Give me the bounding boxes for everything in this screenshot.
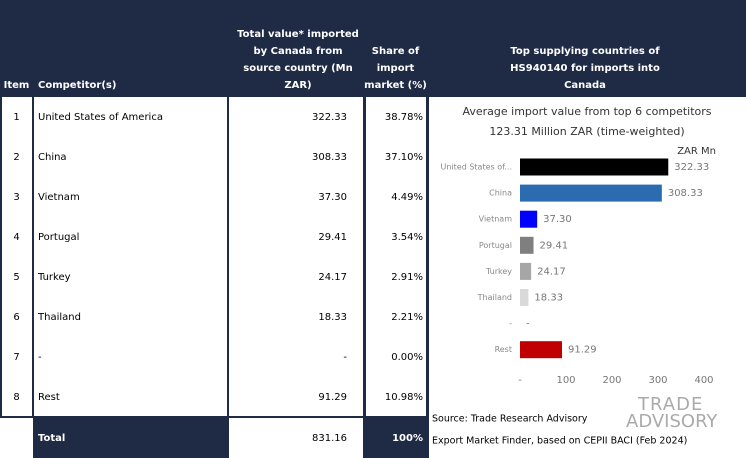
col-bg <box>366 97 426 416</box>
value-label: 18.33 <box>534 293 563 304</box>
cell-item: 5 <box>13 271 20 283</box>
x-tick-label: 300 <box>648 375 667 386</box>
cell-item: 7 <box>13 351 20 363</box>
total-value: 831.16 <box>229 418 363 458</box>
col-bg <box>2 97 32 416</box>
cell-competitor: Vietnam <box>38 191 80 203</box>
cell-share: 38.78% <box>384 111 423 123</box>
col-bg <box>34 97 227 416</box>
y-tick-label: Turkey <box>485 267 512 276</box>
cell-item: 2 <box>13 151 20 163</box>
bar <box>520 158 669 176</box>
y-tick-label: Vietnam <box>479 215 513 224</box>
total-label: Total <box>38 432 66 444</box>
y-tick-label: United States of... <box>441 163 512 172</box>
total-blank <box>0 418 33 458</box>
cell-value: 18.33 <box>318 311 347 323</box>
cell-item: 1 <box>13 111 20 123</box>
cell-competitor: Rest <box>38 391 60 403</box>
cell-share: 2.91% <box>391 271 423 283</box>
value-label: 308.33 <box>668 188 703 199</box>
header-item: Item <box>3 80 30 91</box>
cell-competitor: Turkey <box>38 271 71 283</box>
cell-competitor: Portugal <box>38 231 80 243</box>
value-label: 322.33 <box>674 162 709 173</box>
bar <box>520 262 532 280</box>
cell-value: 308.33 <box>312 151 347 163</box>
cell-share: 0.00% <box>391 351 423 363</box>
y-tick-label: Thailand <box>477 293 512 302</box>
cell-value: 37.30 <box>318 191 347 203</box>
cell-value: - <box>343 351 347 363</box>
value-label: 91.29 <box>568 345 597 356</box>
source: Source: Trade Research Advisory <box>432 414 588 425</box>
value-label: 24.17 <box>537 266 566 277</box>
header-total: Total value* imported by Canada from sou… <box>237 29 359 91</box>
value-label: 29.41 <box>540 240 569 251</box>
x-tick-label: 400 <box>694 375 713 386</box>
cell-share: 2.21% <box>391 311 423 323</box>
logo-top: TRADE <box>637 394 703 415</box>
col-bg <box>229 97 363 416</box>
cell-item: 6 <box>13 311 20 323</box>
cell-competitor: China <box>38 151 67 163</box>
bar <box>520 210 538 228</box>
cell-share: 4.49% <box>391 191 423 203</box>
bar <box>520 289 529 306</box>
bar <box>520 184 662 202</box>
header-competitor: Competitor(s) <box>38 80 117 91</box>
cell-competitor: United States of America <box>38 111 163 123</box>
chart-title: Average import value from top 6 competit… <box>462 105 711 118</box>
y-tick-label: - <box>509 319 512 328</box>
cell-item: 8 <box>13 391 20 403</box>
x-tick-label: 100 <box>556 375 575 386</box>
cell-value: 322.33 <box>312 111 347 123</box>
y-tick-label: China <box>489 189 512 198</box>
value-label: - <box>526 319 530 330</box>
x-axis-label: ZAR Mn <box>677 146 716 157</box>
cell-competitor: - <box>38 351 42 363</box>
bar <box>520 341 562 359</box>
header-chart: Top supplying countries of HS940140 for … <box>510 46 660 91</box>
chart-panel <box>429 97 746 458</box>
bar <box>520 236 534 254</box>
cell-share: 10.98% <box>384 391 423 403</box>
cell-item: 3 <box>13 191 20 203</box>
cell-share: 37.10% <box>384 151 423 163</box>
y-tick-label: Portugal <box>479 241 512 250</box>
x-tick-label: - <box>518 375 522 386</box>
x-tick-label: 200 <box>602 375 621 386</box>
cell-item: 4 <box>13 231 20 243</box>
logo-bottom: ADVISORY <box>626 411 718 432</box>
chart: Average import value from top 6 competit… <box>432 105 718 447</box>
cell-share: 3.54% <box>391 231 423 243</box>
cell-value: 91.29 <box>318 391 347 403</box>
note: Export Market Finder, based on CEPII BAC… <box>432 436 687 447</box>
cell-value: 24.17 <box>318 271 347 283</box>
cell-value: 29.41 <box>318 231 347 243</box>
cell-competitor: Thailand <box>38 311 81 323</box>
value-label: 37.30 <box>543 214 572 225</box>
header-share: Share of import market (%) <box>364 46 427 91</box>
total-share: 100% <box>392 432 423 444</box>
y-tick-label: Rest <box>495 345 512 354</box>
chart-subtitle: 123.31 Million ZAR (time-weighted) <box>489 125 684 138</box>
